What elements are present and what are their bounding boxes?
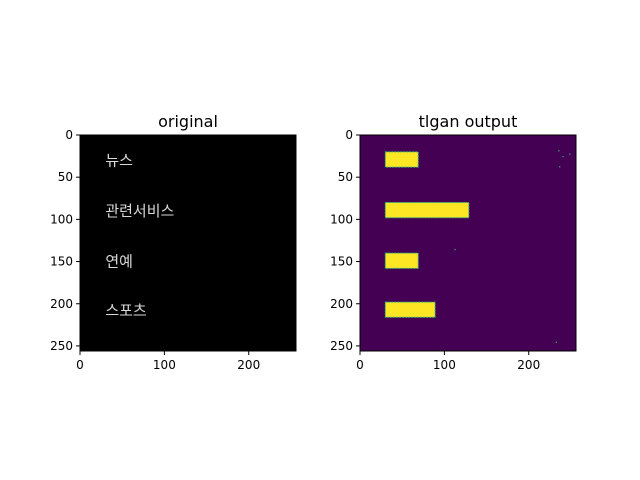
noise-speck: [559, 166, 561, 168]
chart-title: original: [158, 112, 218, 131]
axes-frame: [79, 134, 297, 352]
x-tick-label: 200: [237, 358, 260, 372]
y-tick-label: 0: [65, 128, 73, 142]
y-tick-label: 50: [338, 170, 353, 184]
overlay-text: 뉴스: [105, 151, 133, 169]
y-tick-label: 200: [50, 297, 73, 311]
noise-speck: [562, 156, 564, 158]
y-tick-label: 100: [50, 212, 73, 226]
y-tick-label: 150: [330, 255, 353, 269]
detection-blob: [384, 151, 419, 168]
x-tick-label: 200: [517, 358, 540, 372]
y-tick-label: 50: [58, 170, 73, 184]
noise-speck: [569, 153, 571, 155]
y-tick-label: 250: [50, 339, 73, 353]
x-tick-label: 0: [76, 358, 84, 372]
x-tick-label: 100: [153, 358, 176, 372]
x-tick-label: 100: [433, 358, 456, 372]
y-tick-label: 100: [330, 212, 353, 226]
y-tick-label: 0: [345, 128, 353, 142]
detection-blob: [384, 202, 470, 219]
overlay-text: 관련서비스: [105, 202, 174, 220]
detection-blob: [384, 252, 419, 269]
y-tick-label: 150: [50, 255, 73, 269]
overlay-text: 스포츠: [105, 302, 147, 320]
axes-frame: [359, 134, 577, 352]
x-tick-label: 0: [356, 358, 364, 372]
overlay-text: 연예: [105, 253, 133, 271]
chart-title: tlgan output: [419, 112, 518, 131]
tlgan-output-panel: tlgan output 0 100 200 0 50 100 150 200 250: [330, 112, 577, 372]
y-tick-label: 200: [330, 297, 353, 311]
image-background: [80, 135, 296, 351]
detection-blob: [384, 301, 436, 318]
noise-speck: [558, 150, 560, 152]
y-tick-label: 250: [330, 339, 353, 353]
noise-speck: [454, 248, 456, 251]
noise-speck: [555, 341, 557, 343]
